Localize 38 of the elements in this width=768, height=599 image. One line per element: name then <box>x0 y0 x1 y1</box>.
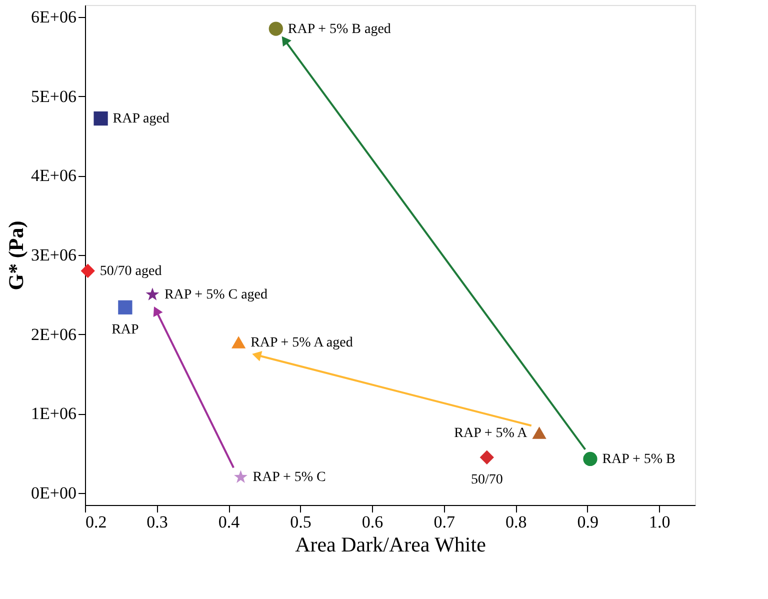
x-tick-label: 1.0 <box>648 512 670 532</box>
x-tick-label: 0.9 <box>577 512 598 532</box>
series-label: RAP + 5% B aged <box>288 22 391 37</box>
y-tick-label: 6E+06 <box>31 7 76 26</box>
y-tick-label: 2E+06 <box>31 324 76 344</box>
x-tick-label: 0.8 <box>505 512 527 532</box>
series-label: RAP + 5% A <box>454 426 528 441</box>
point <box>118 300 132 314</box>
y-tick-label: 3E+06 <box>31 246 76 264</box>
x-axis-title: Area Dark/Area White <box>295 532 486 556</box>
x-tick-label: 0.6 <box>362 512 384 532</box>
point <box>94 111 108 126</box>
x-tick-label: 0.3 <box>146 512 168 532</box>
x-tick-label: 0.2 <box>86 512 107 532</box>
series-label: 50/70 <box>470 472 503 488</box>
y-tick-label: 4E+06 <box>31 166 76 186</box>
y-axis-title: G* (Pa) <box>4 220 28 290</box>
point <box>234 470 248 483</box>
y-tick-label: 5E+06 <box>31 86 76 106</box>
point <box>268 22 283 36</box>
series-label: 50/70 aged <box>100 264 162 279</box>
series-label: RAP + 5% C aged <box>164 288 268 303</box>
point <box>583 452 598 466</box>
point <box>480 450 494 464</box>
x-tick-label: 0.4 <box>218 512 240 532</box>
series-label: RAP + 5% C <box>252 470 326 486</box>
x-tick-label: 0.5 <box>290 512 312 532</box>
x-tick-label: 0.7 <box>434 512 456 532</box>
y-tick-label: 1E+06 <box>31 404 76 424</box>
point <box>232 336 246 348</box>
point <box>80 264 95 278</box>
point <box>532 426 546 439</box>
y-tick-label: 0E+00 <box>31 484 76 503</box>
series-label: RAP + 5% A aged <box>250 335 353 350</box>
series-label: RAP + 5% B <box>602 452 676 467</box>
series-label: RAP aged <box>112 111 170 126</box>
series-label: RAP <box>112 322 140 338</box>
point <box>146 288 160 300</box>
